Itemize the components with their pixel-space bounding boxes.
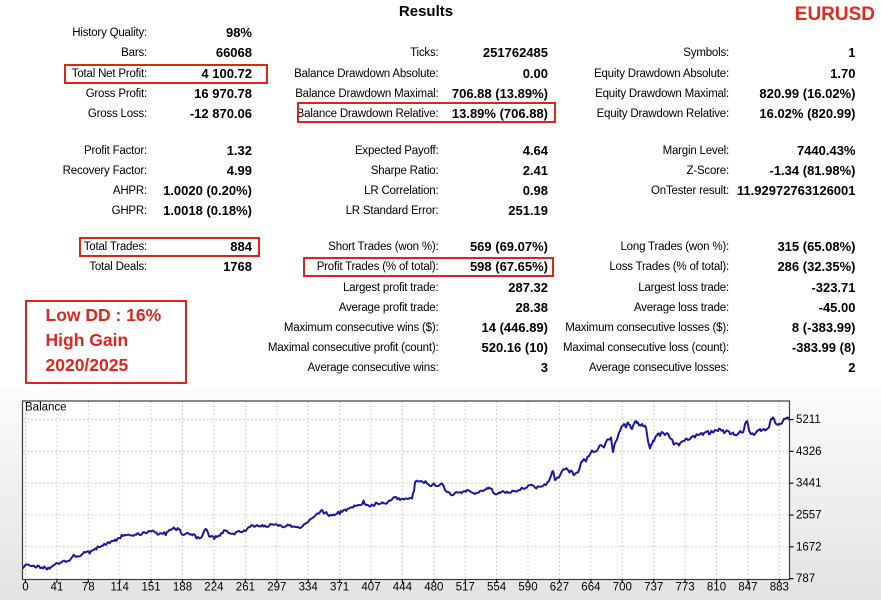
svg-text:2557: 2557 bbox=[796, 510, 822, 522]
svg-text:847: 847 bbox=[738, 582, 757, 594]
svg-text:627: 627 bbox=[550, 582, 569, 594]
svg-text:664: 664 bbox=[581, 582, 601, 594]
svg-text:554: 554 bbox=[487, 582, 507, 594]
svg-text:480: 480 bbox=[424, 582, 443, 594]
svg-text:297: 297 bbox=[267, 582, 286, 594]
svg-text:0: 0 bbox=[22, 582, 28, 594]
svg-text:151: 151 bbox=[142, 582, 161, 594]
svg-text:810: 810 bbox=[707, 582, 726, 594]
svg-text:4326: 4326 bbox=[796, 446, 822, 458]
svg-text:883: 883 bbox=[770, 582, 789, 594]
svg-text:590: 590 bbox=[518, 582, 537, 594]
svg-text:188: 188 bbox=[173, 582, 192, 594]
svg-text:787: 787 bbox=[796, 573, 815, 585]
svg-text:224: 224 bbox=[204, 582, 224, 594]
svg-text:114: 114 bbox=[111, 582, 130, 594]
svg-text:5211: 5211 bbox=[796, 414, 821, 426]
svg-text:371: 371 bbox=[330, 582, 349, 594]
svg-text:444: 444 bbox=[393, 582, 413, 594]
svg-text:407: 407 bbox=[361, 582, 380, 594]
svg-text:517: 517 bbox=[456, 582, 475, 594]
svg-text:737: 737 bbox=[644, 582, 663, 594]
svg-text:700: 700 bbox=[613, 582, 632, 594]
svg-text:261: 261 bbox=[236, 582, 255, 594]
svg-text:41: 41 bbox=[51, 582, 64, 594]
svg-text:3441: 3441 bbox=[796, 478, 822, 490]
svg-text:334: 334 bbox=[299, 582, 319, 594]
svg-text:78: 78 bbox=[82, 582, 95, 594]
svg-text:Balance: Balance bbox=[25, 402, 67, 414]
svg-text:1672: 1672 bbox=[796, 541, 822, 553]
svg-text:773: 773 bbox=[676, 582, 695, 594]
